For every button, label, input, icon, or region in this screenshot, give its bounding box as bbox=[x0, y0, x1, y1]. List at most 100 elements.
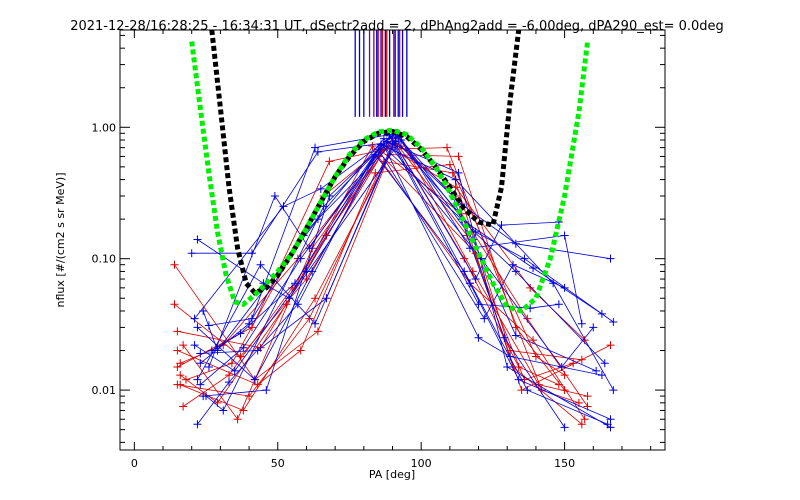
blue-series-group bbox=[187, 129, 618, 432]
blue-series-point bbox=[253, 346, 262, 355]
vertical-marks bbox=[354, 30, 408, 117]
red-series-point bbox=[526, 283, 535, 292]
red-series-point bbox=[313, 327, 322, 336]
red-series-point bbox=[179, 341, 188, 350]
blue-series-point bbox=[377, 140, 386, 149]
blue-series-point bbox=[397, 136, 406, 145]
red-series-point bbox=[239, 406, 248, 415]
red-series-point bbox=[253, 380, 262, 389]
red-series-point bbox=[531, 352, 540, 361]
blue-series-point bbox=[207, 346, 216, 355]
blue-series-point bbox=[313, 147, 322, 156]
blue-series-point bbox=[290, 279, 299, 288]
blue-series-point bbox=[480, 314, 489, 323]
blue-series-point bbox=[474, 300, 483, 309]
red-series-point bbox=[445, 160, 454, 169]
blue-series-point bbox=[597, 309, 606, 318]
blue-series-point bbox=[256, 260, 265, 269]
blue-series-point bbox=[247, 314, 256, 323]
x-tick-label: 100 bbox=[411, 457, 432, 470]
red-series-point bbox=[580, 415, 589, 424]
blue-series-point bbox=[305, 244, 314, 253]
red-series-group bbox=[170, 130, 615, 429]
blue-series-point bbox=[239, 343, 248, 352]
red-series-point bbox=[311, 294, 320, 303]
blue-series-point bbox=[577, 319, 586, 328]
blue-series-point bbox=[511, 267, 520, 276]
red-series-line bbox=[177, 160, 582, 397]
blue-series-point bbox=[250, 375, 259, 384]
blue-series-point bbox=[236, 329, 245, 338]
blue-series-point bbox=[313, 215, 322, 224]
red-series-point bbox=[173, 346, 182, 355]
blue-series-point bbox=[589, 323, 598, 332]
green-fit-curve bbox=[189, 41, 591, 314]
x-tick-label: 150 bbox=[554, 457, 575, 470]
x-axis-label: PA [deg] bbox=[369, 468, 415, 481]
red-series-point bbox=[176, 380, 185, 389]
blue-series-point bbox=[196, 349, 205, 358]
blue-series-point bbox=[597, 371, 606, 380]
blue-series-point bbox=[560, 283, 569, 292]
blue-series-point bbox=[190, 314, 199, 323]
blue-series-point bbox=[322, 294, 331, 303]
y-axis-label: nflux [#/(cm2 s sr MeV)] bbox=[54, 173, 67, 308]
blue-series-point bbox=[497, 221, 506, 230]
red-series-point bbox=[606, 341, 615, 350]
blue-series-line bbox=[208, 148, 565, 368]
blue-series-point bbox=[511, 331, 520, 340]
blue-series-point bbox=[371, 150, 380, 159]
blue-series-point bbox=[523, 386, 532, 395]
red-series-point bbox=[305, 314, 314, 323]
y-tick-label: 0.10 bbox=[92, 253, 117, 266]
blue-series-point bbox=[520, 254, 529, 263]
blue-series-point bbox=[193, 375, 202, 384]
blue-series-point bbox=[500, 333, 509, 342]
y-tick-label: 1.00 bbox=[92, 121, 117, 134]
red-series-point bbox=[173, 327, 182, 336]
blue-series-point bbox=[285, 294, 294, 303]
blue-series-point bbox=[514, 375, 523, 384]
blue-series-point bbox=[311, 143, 320, 152]
blue-series-point bbox=[508, 260, 517, 269]
blue-series-point bbox=[245, 319, 254, 328]
red-series-point bbox=[173, 362, 182, 371]
red-series-point bbox=[179, 402, 188, 411]
blue-series-point bbox=[193, 323, 202, 332]
blue-series-point bbox=[193, 420, 202, 429]
blue-series-point bbox=[606, 254, 615, 263]
blue-series-point bbox=[600, 359, 609, 368]
red-series-point bbox=[176, 371, 185, 380]
blue-series-point bbox=[316, 184, 325, 193]
blue-series-point bbox=[560, 231, 569, 240]
red-series-point bbox=[227, 359, 236, 368]
blue-series-point bbox=[460, 267, 469, 276]
blue-series-point bbox=[202, 392, 211, 401]
red-series-point bbox=[170, 300, 179, 309]
chart-title: 2021-12-28/16:28:25 - 16:34:31 UT, dSect… bbox=[70, 19, 724, 34]
blue-series-point bbox=[204, 362, 213, 371]
red-series-point bbox=[554, 380, 563, 389]
blue-series-point bbox=[204, 321, 213, 330]
red-series-line bbox=[185, 133, 588, 397]
blue-series-point bbox=[609, 317, 618, 326]
blue-series-point bbox=[196, 359, 205, 368]
red-series-point bbox=[181, 375, 190, 384]
red-series-point bbox=[296, 346, 305, 355]
red-series-point bbox=[560, 371, 569, 380]
blue-series-point bbox=[606, 415, 615, 424]
blue-series-point bbox=[262, 386, 271, 395]
blue-series-point bbox=[311, 319, 320, 328]
red-series-point bbox=[451, 183, 460, 192]
red-series-point bbox=[523, 314, 532, 323]
blue-series-point bbox=[382, 137, 391, 146]
blue-series-point bbox=[190, 341, 199, 350]
y-tick-label: 0.01 bbox=[92, 384, 117, 397]
blue-series-point bbox=[451, 175, 460, 184]
blue-series-point bbox=[193, 235, 202, 244]
red-series-point bbox=[577, 420, 586, 429]
blue-series-line bbox=[194, 153, 608, 425]
blue-series-line bbox=[211, 143, 603, 351]
red-series-point bbox=[368, 142, 377, 151]
